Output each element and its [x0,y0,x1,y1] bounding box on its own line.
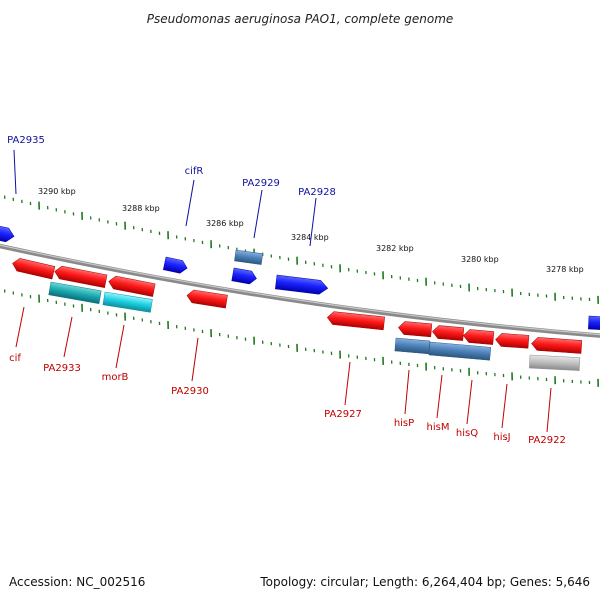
genome-summary-text: Topology: circular; Length: 6,264,404 bp… [259,575,590,589]
gene-right-edge[interactable] [588,315,600,330]
scale-label-3284: 3284 kbp [291,233,329,242]
gene-red-2[interactable] [54,265,108,288]
scale-labels: 3290 kbp 3288 kbp 3286 kbp 3284 kbp 3282… [38,187,584,274]
map-title: Pseudomonas aeruginosa PAO1, complete ge… [147,12,454,26]
gene-PA2929[interactable] [231,267,258,285]
gene-cif[interactable] [11,257,56,280]
label-PA2927: PA2927 [324,409,362,420]
gene-red-hisP-upper[interactable] [398,321,433,338]
genome-backbone [0,243,600,338]
label-PA2935: PA2935 [7,135,45,146]
reverse-labels: cif PA2933 morB PA2930 PA2927 hisP hisM … [9,306,566,446]
label-hisM: hisM [427,422,450,433]
label-PA2930: PA2930 [171,386,209,397]
forward-labels: PA2935 cifR PA2929 PA2928 [7,135,336,247]
gene-PA2927[interactable] [326,311,385,331]
gene-PA2922[interactable] [529,354,581,371]
label-hisQ: hisQ [456,428,478,439]
label-PA2933: PA2933 [43,363,81,374]
gene-PA2935[interactable] [0,224,16,243]
forward-genes [0,224,600,330]
scale-label-3278: 3278 kbp [546,265,584,274]
gene-morB[interactable] [102,291,153,313]
gene-PA2929-steel[interactable] [234,249,264,265]
label-PA2929: PA2929 [242,178,280,189]
gene-red-hisQ-upper[interactable] [463,329,495,345]
reverse-genes [11,257,583,371]
scale-label-3282: 3282 kbp [376,244,414,253]
label-cif: cif [9,353,21,364]
scale-label-3286: 3286 kbp [206,219,244,228]
label-hisJ: hisJ [493,432,510,443]
label-cifR: cifR [185,166,204,177]
gene-cifR[interactable] [163,256,188,274]
lower-scale-ticks [3,289,599,387]
label-morB: morB [102,372,129,383]
gene-hisP[interactable] [394,337,431,355]
scale-label-3280: 3280 kbp [461,255,499,264]
accession-text: Accession: NC_002516 [9,575,145,589]
gene-red-hisM-upper[interactable] [432,325,465,341]
gene-PA2930[interactable] [186,289,228,309]
gene-PA2928[interactable] [275,274,329,295]
gene-red-3[interactable] [108,275,156,297]
gene-PA2933[interactable] [48,281,102,304]
label-PA2928: PA2928 [298,187,336,198]
scale-label-3290: 3290 kbp [38,187,76,196]
upper-scale-ticks [3,195,599,304]
label-PA2922: PA2922 [528,435,566,446]
gene-red-PA2922-upper[interactable] [531,337,583,354]
label-hisP: hisP [394,418,414,429]
scale-label-3288: 3288 kbp [122,204,160,213]
gene-red-hisJ-upper[interactable] [495,333,530,349]
gene-hisM[interactable] [428,341,492,361]
